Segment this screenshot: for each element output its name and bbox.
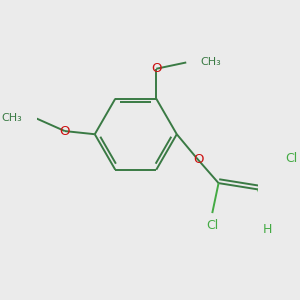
Text: O: O: [60, 124, 70, 138]
Text: CH₃: CH₃: [200, 58, 221, 68]
Text: Cl: Cl: [286, 152, 298, 165]
Text: CH₃: CH₃: [2, 113, 22, 124]
Text: H: H: [263, 223, 272, 236]
Text: Cl: Cl: [206, 219, 218, 232]
Text: O: O: [193, 153, 203, 166]
Text: O: O: [151, 62, 161, 75]
